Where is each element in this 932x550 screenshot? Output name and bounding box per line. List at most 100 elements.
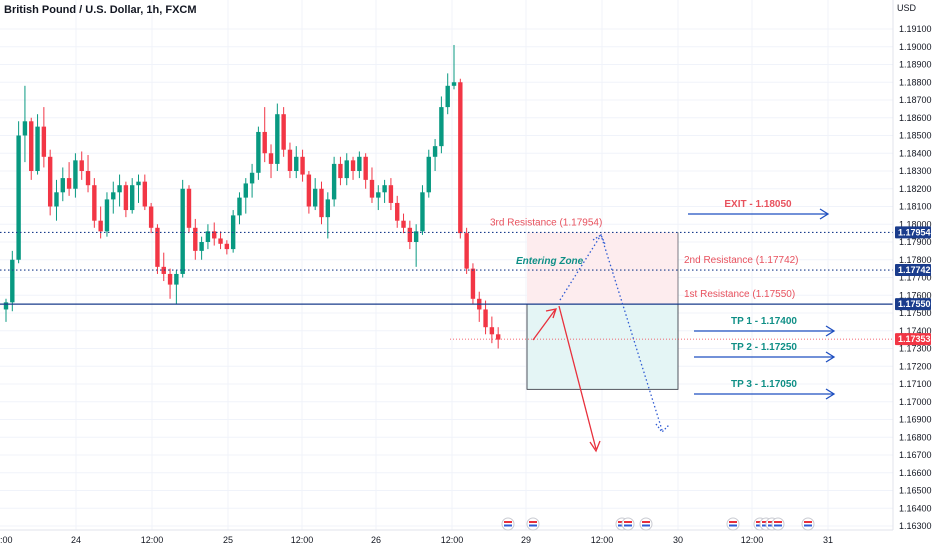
time-tick-label: 25 (223, 535, 233, 545)
price-tag-text: 1.17742 (898, 265, 931, 275)
price-tag: 1.17353 (895, 333, 931, 346)
candle-body (3, 302, 9, 310)
candle-body (29, 121, 34, 171)
time-tick-label: 30 (673, 535, 683, 545)
economic-events[interactable] (501, 517, 815, 531)
candle (363, 153, 368, 189)
event-flag-stripe (774, 521, 782, 523)
candle (451, 44, 457, 90)
candle-body (369, 179, 375, 198)
event-flag-icon[interactable] (526, 517, 540, 531)
candle-body (294, 156, 299, 171)
candle-body (193, 227, 198, 251)
candle-body (319, 188, 324, 218)
price-tick-label: 1.18600 (899, 113, 932, 123)
event-flag-icon[interactable] (639, 517, 653, 531)
candle-body (256, 131, 261, 173)
candle-body (382, 185, 387, 193)
candle (199, 236, 204, 260)
candle-body (268, 153, 274, 164)
entering-zone-label: Entering Zone (516, 256, 584, 267)
candle (281, 107, 286, 157)
candle (464, 227, 469, 274)
price-tags: 1.17954 1.17742 1.17550 1.17353 (895, 226, 931, 346)
event-flag-icon[interactable] (621, 517, 635, 531)
candle (262, 107, 267, 163)
time-tick-label: 12:00 (141, 535, 164, 545)
candle (243, 178, 248, 214)
price-tick-label: 1.16800 (899, 432, 932, 442)
candle-body (407, 227, 413, 242)
candle-body (167, 273, 173, 285)
candle (376, 185, 381, 211)
price-tick-label: 1.18200 (899, 184, 932, 194)
candle-body (199, 242, 204, 251)
candle-body (395, 202, 400, 221)
candle-body (161, 266, 166, 274)
candle (344, 153, 349, 186)
candle (148, 202, 154, 234)
candle-body (237, 197, 242, 216)
candle (489, 316, 495, 344)
candle (47, 149, 53, 216)
target-arrow-head (819, 208, 830, 220)
candle-body (85, 171, 91, 186)
candle (230, 210, 236, 253)
time-axis[interactable]: 24 12:00 25 12:00 26 12:00 29 12:00 30 12:00 31:00 (0, 535, 833, 545)
candles (3, 44, 501, 349)
chart-title: British Pound / U.S. Dollar, 1h, FXCM (4, 4, 197, 16)
candle-body (275, 114, 280, 164)
price-tag-text: 1.17550 (898, 299, 931, 309)
candle-body (130, 185, 135, 211)
candle-body (331, 163, 337, 200)
candle-body (186, 188, 192, 228)
candle-body (205, 231, 211, 242)
candle-body (388, 185, 394, 203)
target-arrow-head (825, 325, 836, 337)
event-flag-stripe (774, 524, 782, 527)
candle (256, 126, 261, 180)
target-label: TP 2 - 1.17250 (731, 342, 797, 353)
event-flag-icon[interactable] (801, 517, 815, 531)
target-arrow-head (825, 351, 836, 363)
event-flag-icon[interactable] (771, 517, 785, 531)
candle-body (174, 273, 179, 285)
candle-body (243, 183, 248, 198)
candle-body (155, 227, 160, 267)
candle-body (79, 160, 84, 171)
candle-body (41, 126, 47, 157)
target-label: TP 3 - 1.17050 (731, 379, 797, 390)
price-axis[interactable]: 1.19100 1.19000 1.18900 1.18800 1.18700 1.186… (899, 24, 932, 531)
event-flag-icon[interactable] (501, 517, 515, 531)
target-label: TP 1 - 1.17400 (731, 316, 797, 327)
level-label: 1st Resistance (1.17550) (684, 289, 795, 300)
grid-lines (0, 0, 893, 530)
candle-body (363, 156, 368, 180)
candle-body (401, 220, 406, 228)
time-tick-label: 12:00 (291, 535, 314, 545)
candle-body (426, 156, 431, 193)
event-flag-circle (771, 517, 785, 531)
candle (155, 224, 160, 274)
candle (287, 142, 293, 179)
price-tick-label: 1.18400 (899, 148, 932, 158)
time-tick-label: 12:00 (591, 535, 614, 545)
candle (357, 151, 362, 179)
price-tick-label: 1.19000 (899, 42, 932, 52)
time-tick-label: 12:00 (441, 535, 464, 545)
target-label: EXIT - 1.18050 (724, 199, 792, 210)
price-tick-label: 1.16600 (899, 468, 932, 478)
candle-body (10, 259, 15, 303)
candle (312, 178, 318, 211)
price-tag-bg (895, 264, 931, 277)
candle (268, 144, 274, 179)
candle (205, 224, 211, 250)
price-tick-label: 1.18500 (899, 131, 932, 141)
resistance-zone-box (527, 232, 678, 305)
event-flag-stripe (729, 524, 737, 527)
price-tag-text: 1.17954 (898, 227, 931, 237)
event-flag-stripe (804, 524, 812, 527)
event-flag-stripe (642, 524, 650, 527)
event-flag-icon[interactable] (726, 517, 740, 531)
